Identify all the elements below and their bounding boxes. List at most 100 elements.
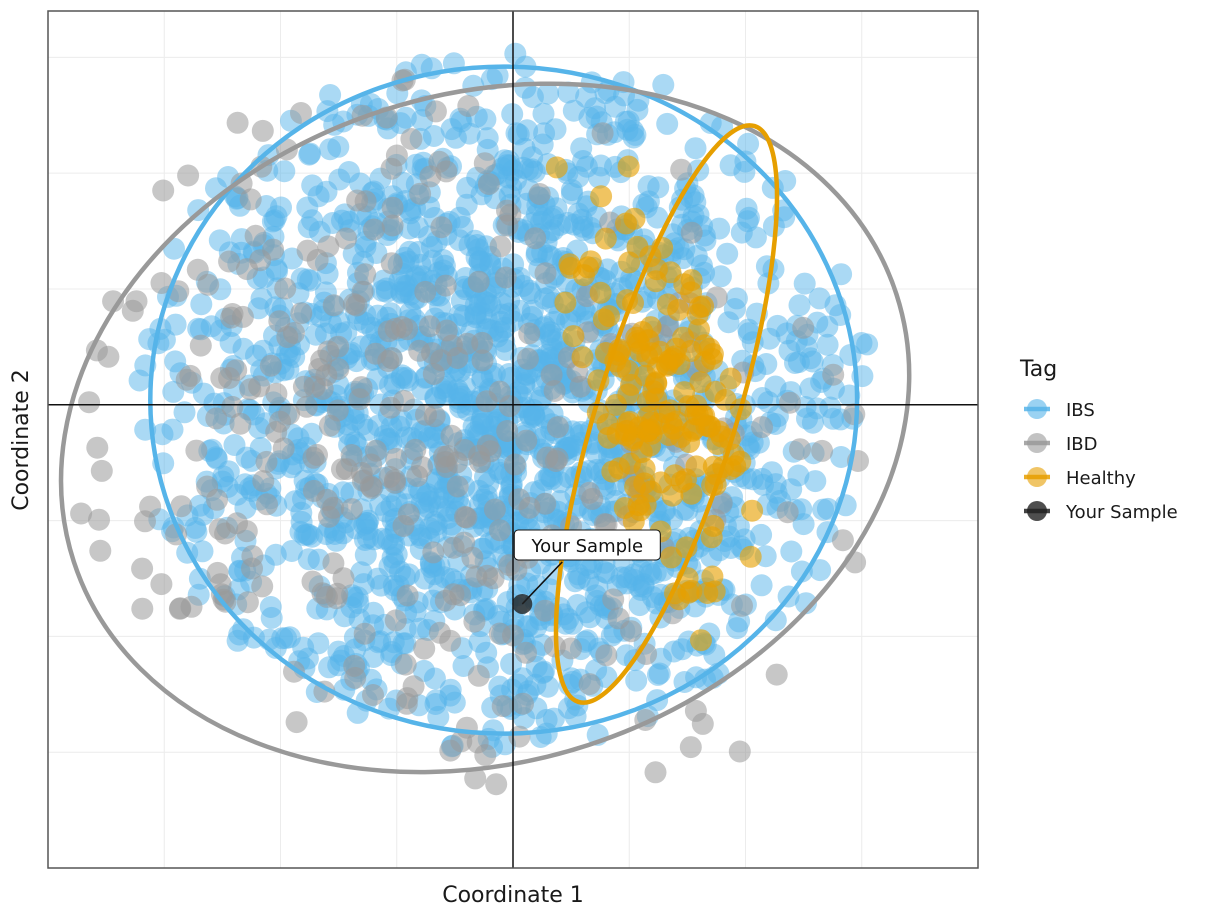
data-point: [489, 235, 512, 258]
data-point: [456, 399, 479, 422]
data-point: [354, 263, 377, 286]
data-point: [335, 458, 358, 481]
data-point: [381, 214, 404, 237]
data-point: [602, 588, 625, 611]
data-point: [363, 218, 385, 241]
data-point: [285, 711, 308, 734]
data-point: [467, 270, 490, 293]
data-point: [418, 315, 441, 338]
data-point: [499, 203, 522, 226]
data-point: [696, 582, 719, 604]
data-point: [221, 395, 244, 418]
data-point: [624, 123, 647, 146]
data-point: [298, 143, 321, 166]
data-point: [637, 420, 660, 443]
data-point: [255, 450, 278, 473]
data-point: [764, 609, 787, 632]
data-point: [439, 629, 462, 652]
data-point: [259, 596, 282, 618]
data-point: [617, 155, 640, 178]
data-point: [545, 156, 568, 179]
data-point: [774, 170, 797, 192]
data-point: [385, 144, 408, 167]
data-point: [278, 626, 301, 649]
data-point: [474, 744, 497, 767]
data-point: [465, 246, 488, 269]
data-point: [161, 418, 184, 441]
data-point: [799, 347, 822, 370]
data-point: [729, 450, 752, 473]
data-point: [354, 235, 377, 258]
data-point: [524, 673, 547, 696]
data-point: [589, 281, 612, 304]
data-point: [131, 557, 154, 580]
data-point: [645, 387, 668, 410]
data-point: [463, 610, 486, 633]
data-point: [473, 152, 496, 175]
data-point: [467, 664, 490, 687]
data-point: [535, 722, 558, 745]
data-point: [508, 488, 531, 511]
data-point: [415, 403, 437, 426]
data-point: [448, 304, 471, 326]
data-point: [192, 382, 215, 405]
data-point: [570, 137, 593, 160]
legend-title: Tag: [1019, 357, 1057, 382]
data-point: [471, 349, 494, 372]
data-point: [620, 620, 643, 643]
data-point: [304, 323, 327, 346]
data-point: [433, 254, 456, 277]
data-point: [661, 484, 684, 507]
legend-key-dot: [1027, 399, 1047, 419]
data-point: [442, 536, 465, 559]
legend-key-dot: [1027, 501, 1047, 521]
data-point: [248, 375, 271, 398]
data-point: [400, 128, 423, 150]
data-point: [439, 739, 462, 762]
data-point: [380, 347, 403, 370]
data-point: [566, 594, 589, 616]
data-point: [512, 274, 535, 297]
your-sample-annotation: Your Sample: [512, 529, 661, 614]
data-point: [317, 235, 340, 258]
data-point: [516, 347, 539, 370]
data-point: [394, 653, 417, 676]
data-point: [350, 376, 373, 399]
legend-item-your-sample: Your Sample: [1024, 501, 1178, 523]
data-point: [831, 529, 854, 552]
data-point: [435, 455, 458, 478]
data-point: [424, 100, 447, 123]
data-point: [340, 498, 363, 521]
data-point: [454, 505, 476, 528]
data-point: [780, 540, 803, 563]
data-point: [790, 560, 813, 583]
data-point: [335, 227, 358, 250]
plot-panel: Your Sample: [47, 10, 979, 869]
data-point: [534, 599, 556, 622]
data-point: [380, 252, 403, 275]
data-point: [503, 453, 526, 476]
data-point: [290, 267, 313, 290]
data-points: [70, 42, 879, 796]
data-point: [404, 438, 427, 461]
data-point: [620, 373, 642, 396]
data-point: [366, 567, 389, 590]
data-point: [750, 574, 773, 597]
y-axis-title: Coordinate 2: [9, 369, 34, 511]
data-point: [765, 663, 788, 686]
data-point: [515, 641, 537, 664]
data-point: [766, 314, 789, 337]
data-point: [290, 302, 313, 325]
data-point: [218, 367, 241, 389]
data-point: [397, 503, 420, 526]
data-point: [375, 280, 398, 303]
data-point: [659, 261, 682, 284]
data-point: [569, 375, 592, 398]
data-point: [560, 637, 582, 660]
data-point: [501, 103, 524, 126]
data-point: [710, 492, 733, 515]
data-point: [737, 322, 760, 345]
data-point: [435, 319, 458, 342]
data-point: [804, 470, 827, 493]
data-point: [413, 567, 436, 590]
